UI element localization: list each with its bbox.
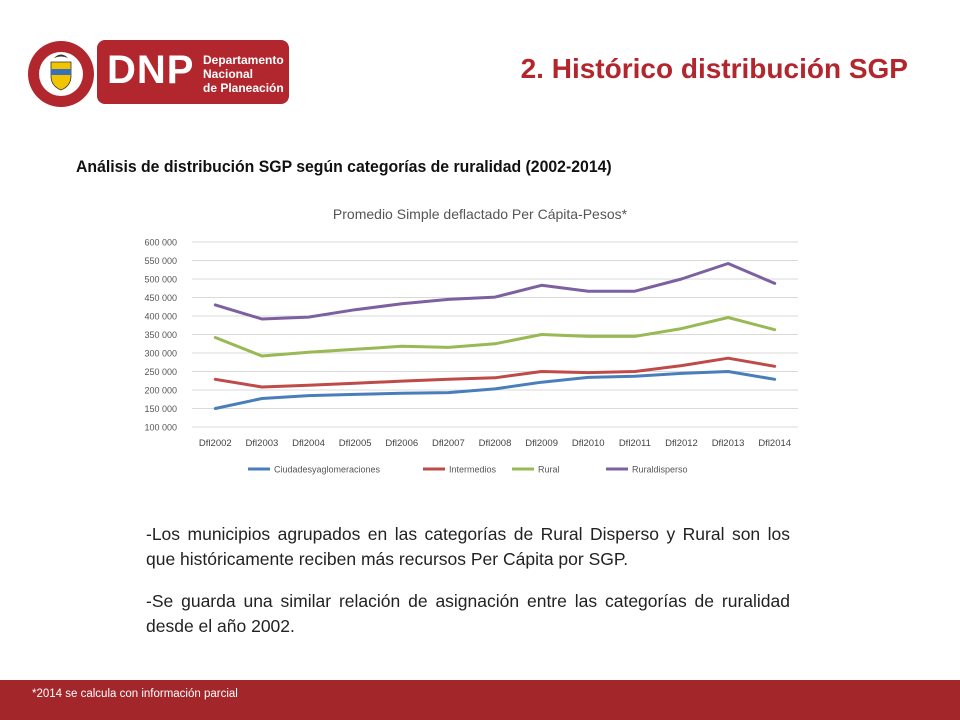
x-tick-label: Dfl2014	[758, 438, 791, 449]
x-tick-label: Dfl2013	[712, 438, 745, 449]
chart-title: Promedio Simple deflactado Per Cápita-Pe…	[332, 206, 628, 222]
series-line	[213, 262, 777, 321]
y-tick-label: 250 000	[144, 367, 177, 377]
y-tick-label: 200 000	[144, 386, 177, 396]
y-tick-label: 400 000	[144, 312, 177, 322]
footer-bar: *2014 se calcula con información parcial	[0, 680, 960, 720]
x-tick-label: Dfl2007	[432, 438, 465, 449]
y-tick-label: 350 000	[144, 330, 177, 340]
footnote: *2014 se calcula con información parcial	[32, 688, 238, 700]
y-tick-label: 500 000	[144, 275, 177, 285]
x-tick-label: Dfl2002	[199, 438, 232, 449]
x-tick-label: Dfl2010	[572, 438, 605, 449]
x-tick-label: Dfl2003	[246, 438, 279, 449]
dnp-logo: DNP Departamento Nacional de Planeación	[97, 40, 289, 104]
x-tick-label: Dfl2006	[385, 438, 418, 449]
y-tick-label: 300 000	[144, 349, 177, 359]
y-tick-label: 450 000	[144, 293, 177, 303]
logo-name-line2: Nacional	[203, 67, 254, 81]
logo-name-line1: Departamento	[203, 53, 284, 67]
x-tick-label: Dfl2012	[665, 438, 698, 449]
legend-label: Intermedios	[449, 465, 497, 475]
bullet-1: -Los municipios agrupados en las categor…	[146, 524, 790, 569]
legend-label: Ruraldisperso	[632, 465, 688, 475]
x-tick-label: Dfl2008	[479, 438, 512, 449]
bullet-list: -Los municipios agrupados en las categor…	[146, 522, 790, 656]
legend-label: Ciudadesyaglomeraciones	[274, 465, 381, 475]
y-tick-label: 150 000	[144, 404, 177, 414]
y-tick-label: 600 000	[144, 238, 177, 248]
x-tick-label: Dfl2009	[525, 438, 558, 449]
bullet-2: -Se guarda una similar relación de asign…	[146, 591, 790, 636]
series-line	[213, 316, 777, 358]
dnp-wordmark: DNP	[107, 48, 195, 92]
page-title: 2. Histórico distribución SGP	[520, 53, 908, 84]
legend-label: Rural	[538, 465, 560, 475]
y-tick-label: 550 000	[144, 256, 177, 266]
colombia-seal-logo	[28, 41, 94, 107]
x-tick-label: Dfl2011	[619, 438, 651, 449]
section-subtitle: Análisis de distribución SGP según categ…	[76, 157, 612, 176]
x-tick-label: Dfl2005	[339, 438, 372, 449]
x-tick-label: Dfl2004	[292, 438, 325, 449]
logo-name-line3: de Planeación	[203, 81, 284, 95]
y-tick-label: 100 000	[144, 423, 177, 433]
